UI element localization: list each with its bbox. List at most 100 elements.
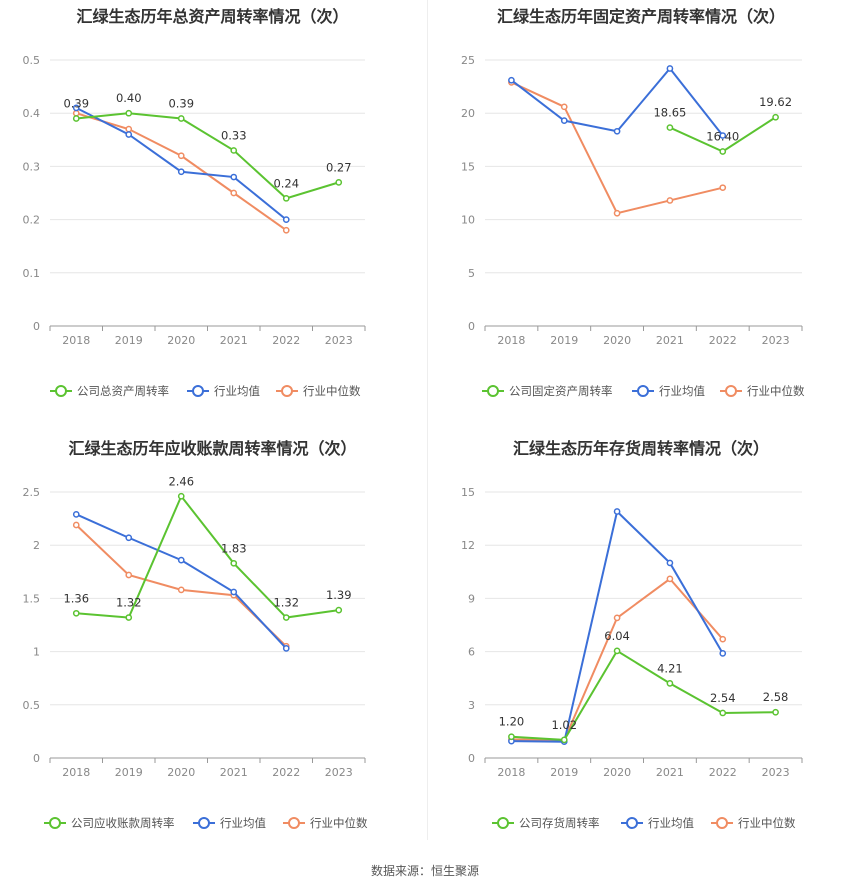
legend-label: 公司存货周转率: [519, 816, 600, 830]
legend-item-company[interactable]: 公司固定资产周转率: [482, 384, 613, 398]
data-point-avg[interactable]: [666, 559, 674, 567]
data-point-median[interactable]: [282, 226, 290, 234]
legend-label: 行业均值: [648, 816, 694, 830]
legend-marker: [55, 385, 67, 397]
y-tick-label: 12: [461, 539, 475, 552]
x-tick-label: 2023: [325, 766, 353, 779]
data-label: 0.39: [63, 97, 89, 111]
data-point-median[interactable]: [72, 521, 80, 529]
data-point-median[interactable]: [666, 197, 674, 204]
data-point-company[interactable]: [719, 148, 727, 155]
legend-item-median[interactable]: 行业中位数: [276, 384, 361, 398]
data-point-company[interactable]: [560, 736, 568, 744]
data-point-avg[interactable]: [177, 168, 185, 176]
y-tick-label: 0.4: [23, 107, 41, 120]
data-point-median[interactable]: [666, 575, 674, 583]
data-point-company[interactable]: [508, 733, 515, 741]
x-tick-label: 2021: [220, 334, 248, 347]
data-point-median[interactable]: [72, 109, 80, 117]
data-point-company[interactable]: [125, 109, 133, 117]
data-label: 1.83: [221, 541, 247, 555]
data-point-company[interactable]: [772, 708, 779, 716]
data-point-avg[interactable]: [282, 645, 290, 652]
data-point-avg[interactable]: [560, 117, 568, 124]
data-point-median[interactable]: [613, 209, 621, 217]
data-point-company[interactable]: [613, 647, 621, 655]
data-point-avg[interactable]: [282, 216, 290, 223]
x-tick-label: 2022: [709, 334, 737, 347]
x-tick-label: 2020: [603, 334, 631, 347]
data-point-avg[interactable]: [230, 173, 238, 181]
data-point-company[interactable]: [72, 609, 80, 617]
data-point-company[interactable]: [282, 614, 290, 621]
data-point-company[interactable]: [666, 124, 674, 131]
data-point-avg[interactable]: [72, 104, 80, 112]
data-point-median[interactable]: [177, 152, 185, 160]
legend-label: 公司固定资产周转率: [509, 384, 613, 398]
x-tick-label: 2019: [550, 334, 578, 347]
legend-item-avg[interactable]: 行业均值: [193, 816, 266, 830]
data-point-avg[interactable]: [508, 76, 515, 84]
data-point-company[interactable]: [230, 147, 238, 154]
data-point-median[interactable]: [125, 125, 133, 133]
data-point-avg[interactable]: [719, 650, 727, 657]
legend-item-median[interactable]: 行业中位数: [283, 816, 368, 830]
data-point-avg[interactable]: [719, 132, 727, 139]
x-tick-label: 2023: [762, 334, 790, 347]
y-tick-label: 1: [33, 646, 40, 659]
data-point-avg[interactable]: [613, 127, 621, 135]
legend-item-company[interactable]: 公司应收账款周转率: [44, 816, 175, 830]
legend-item-company[interactable]: 公司总资产周转率: [50, 384, 169, 398]
data-point-company[interactable]: [230, 559, 238, 567]
x-tick-label: 2022: [709, 766, 737, 779]
legend-item-median[interactable]: 行业中位数: [711, 816, 796, 830]
data-point-median[interactable]: [719, 635, 727, 643]
data-label: 4.21: [657, 661, 683, 675]
data-point-company[interactable]: [666, 679, 674, 687]
data-point-median[interactable]: [230, 189, 238, 197]
y-tick-label: 0.5: [23, 699, 41, 712]
data-point-median[interactable]: [125, 571, 133, 579]
legend-item-median[interactable]: 行业中位数: [720, 384, 805, 398]
data-point-company[interactable]: [719, 709, 727, 717]
chart-title: 汇绿生态历年总资产周转率情况（次）: [76, 7, 349, 26]
y-tick-label: 2.5: [23, 486, 41, 499]
legend-label: 公司应收账款周转率: [71, 816, 175, 830]
data-point-avg[interactable]: [125, 131, 133, 138]
data-label: 1.20: [499, 715, 525, 729]
data-point-median[interactable]: [719, 184, 727, 192]
legend-marker: [192, 385, 204, 397]
data-point-company[interactable]: [125, 614, 133, 621]
data-point-avg[interactable]: [177, 556, 185, 564]
data-point-company[interactable]: [282, 194, 290, 202]
x-tick-label: 2022: [272, 334, 300, 347]
series-line-median: [511, 577, 724, 742]
data-point-avg[interactable]: [72, 510, 80, 518]
legend-marker: [487, 385, 499, 397]
x-tick-label: 2018: [497, 334, 525, 347]
data-point-avg[interactable]: [666, 65, 674, 72]
data-point-company[interactable]: [177, 115, 185, 122]
legend-item-avg[interactable]: 行业均值: [187, 384, 260, 398]
data-point-company[interactable]: [772, 113, 779, 121]
data-point-avg[interactable]: [125, 534, 133, 542]
data-point-company[interactable]: [177, 492, 185, 500]
legend-item-company[interactable]: 公司存货周转率: [492, 816, 600, 830]
data-point-avg[interactable]: [230, 588, 238, 596]
legend-marker: [637, 385, 649, 397]
data-point-company[interactable]: [335, 606, 343, 614]
legend-marker: [49, 817, 61, 829]
legend-item-avg[interactable]: 行业均值: [632, 384, 705, 398]
data-point-avg[interactable]: [613, 508, 621, 515]
data-label: 1.36: [63, 591, 89, 605]
y-tick-label: 6: [468, 646, 475, 659]
legend-item-avg[interactable]: 行业均值: [621, 816, 694, 830]
series-line-company: [511, 649, 776, 741]
legend-marker: [198, 817, 210, 829]
data-point-median[interactable]: [560, 103, 568, 111]
data-point-company[interactable]: [72, 115, 80, 122]
y-tick-label: 25: [461, 54, 475, 67]
data-point-median[interactable]: [613, 614, 621, 622]
data-point-company[interactable]: [335, 179, 343, 186]
data-point-median[interactable]: [177, 586, 185, 594]
